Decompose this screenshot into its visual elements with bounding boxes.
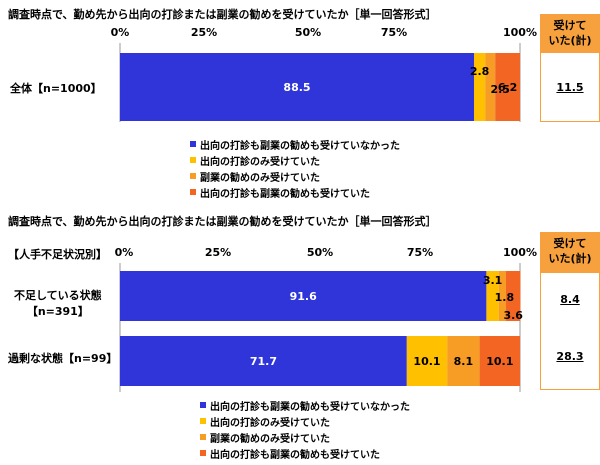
bar-segment bbox=[486, 271, 499, 321]
chart2-tick-25: 25% bbox=[204, 246, 232, 259]
legend-label: 出向の打診も副業の勧めも受けていた bbox=[210, 449, 380, 461]
bar-segment bbox=[498, 271, 506, 321]
data-label: 2.5 bbox=[490, 83, 510, 96]
chart1-row-label-total: 全体【n=1000】 bbox=[10, 82, 102, 95]
bar-segment bbox=[485, 53, 496, 121]
bar-segment bbox=[120, 53, 474, 121]
chart2-side-header-line1: 受けて bbox=[553, 237, 587, 250]
data-label: 1.8 bbox=[495, 291, 515, 304]
legend-swatch-blue bbox=[190, 141, 196, 147]
data-label: 71.7 bbox=[250, 355, 277, 368]
bar-segment bbox=[474, 53, 486, 121]
chart2-tick-75: 75% bbox=[406, 246, 434, 259]
chart2-side-box bbox=[540, 272, 600, 390]
chart1-tick-25: 25% bbox=[190, 26, 218, 39]
chart2-legend: 出向の打診も副業の勧めも受けていなかった 出向の打診のみ受けていた 副業の勧めの… bbox=[200, 397, 410, 461]
bar-segment bbox=[506, 271, 521, 321]
chart1-legend-item: 出向の打診のみ受けていた bbox=[190, 152, 400, 168]
chart1-legend-item: 出向の打診も副業の勧めも受けていた bbox=[190, 184, 400, 200]
chart2-side-header: 受けて いた(計) bbox=[540, 232, 600, 272]
bar-segment bbox=[120, 336, 407, 386]
data-label: 3.6 bbox=[503, 309, 523, 322]
data-label: 3.1 bbox=[483, 274, 503, 287]
data-label: 88.5 bbox=[283, 81, 310, 94]
legend-label: 出向の打診も副業の勧めも受けていなかった bbox=[200, 140, 400, 152]
legend-label: 副業の勧めのみ受けていた bbox=[200, 172, 320, 184]
legend-swatch-orange bbox=[200, 434, 206, 440]
chart1-side-header-line2: いた(計) bbox=[548, 34, 592, 47]
data-label: 8.1 bbox=[454, 355, 474, 368]
chart2-side-value-shortage: 8.4 bbox=[560, 293, 580, 306]
bar-segment bbox=[495, 53, 520, 121]
chart1-title: 調査時点で、勤め先から出向の打診または副業の勧めを受けていたか［単一回答形式］ bbox=[8, 8, 437, 21]
chart1-tick-100: 100% bbox=[503, 26, 537, 39]
legend-swatch-orange bbox=[190, 173, 196, 179]
chart1-side-header-line1: 受けて bbox=[553, 19, 587, 32]
chart2-group-label: 【人手不足状況別】 bbox=[8, 248, 107, 261]
legend-label: 出向の打診のみ受けていた bbox=[200, 156, 320, 168]
chart1-legend-item: 出向の打診も副業の勧めも受けていなかった bbox=[190, 136, 400, 152]
chart1-side-box bbox=[540, 52, 600, 122]
bar-segment bbox=[406, 336, 448, 386]
chart1-tick-75: 75% bbox=[380, 26, 408, 39]
data-label: 2.8 bbox=[470, 65, 490, 78]
legend-label: 出向の打診も副業の勧めも受けていなかった bbox=[210, 401, 410, 413]
legend-swatch-dark-orange bbox=[200, 450, 206, 456]
chart2-side-value-surplus: 28.3 bbox=[556, 350, 584, 363]
chart1-side-header: 受けて いた(計) bbox=[540, 14, 600, 52]
data-label: 10.1 bbox=[486, 355, 513, 368]
chart2-legend-item: 出向の打診のみ受けていた bbox=[200, 413, 410, 429]
chart2-row-label-surplus: 過剰な状態【n=99】 bbox=[8, 352, 118, 365]
chart1-tick-50: 50% bbox=[294, 26, 322, 39]
data-label: 6.2 bbox=[498, 81, 518, 94]
chart1-legend: 出向の打診も副業の勧めも受けていなかった 出向の打診のみ受けていた 副業の勧めの… bbox=[190, 136, 400, 200]
chart2-row-label-shortage-line1: 不足している状態 bbox=[14, 289, 102, 302]
legend-swatch-yellow bbox=[190, 157, 196, 163]
chart2-side-header-line2: いた(計) bbox=[548, 252, 592, 265]
chart2-title: 調査時点で、勤め先から出向の打診または副業の勧めを受けていたか［単一回答形式］ bbox=[8, 215, 437, 228]
data-label: 10.1 bbox=[413, 355, 440, 368]
chart1-side-value-total: 11.5 bbox=[556, 81, 584, 94]
chart1-tick-0: 0% bbox=[110, 26, 130, 39]
legend-swatch-dark-orange bbox=[190, 189, 196, 195]
legend-swatch-yellow bbox=[200, 418, 206, 424]
bar-segment bbox=[479, 336, 520, 386]
chart2-row-label-shortage-line2: 【n=391】 bbox=[26, 305, 89, 318]
legend-label: 副業の勧めのみ受けていた bbox=[210, 433, 330, 445]
chart2-legend-item: 出向の打診も副業の勧めも受けていなかった bbox=[200, 397, 410, 413]
chart1-legend-item: 副業の勧めのみ受けていた bbox=[190, 168, 400, 184]
data-label: 91.6 bbox=[290, 290, 317, 303]
chart2-tick-0: 0% bbox=[114, 246, 134, 259]
chart2-legend-item: 出向の打診も副業の勧めも受けていた bbox=[200, 445, 410, 461]
legend-label: 出向の打診のみ受けていた bbox=[210, 417, 330, 429]
chart2-legend-item: 副業の勧めのみ受けていた bbox=[200, 429, 410, 445]
chart2-tick-50: 50% bbox=[306, 246, 334, 259]
legend-swatch-blue bbox=[200, 402, 206, 408]
bar-segment bbox=[447, 336, 480, 386]
legend-label: 出向の打診も副業の勧めも受けていた bbox=[200, 188, 370, 200]
chart2-row-label-shortage: 不足している状態 【n=391】 bbox=[14, 288, 102, 320]
bar-segment bbox=[120, 271, 487, 321]
chart2-tick-100: 100% bbox=[503, 246, 537, 259]
